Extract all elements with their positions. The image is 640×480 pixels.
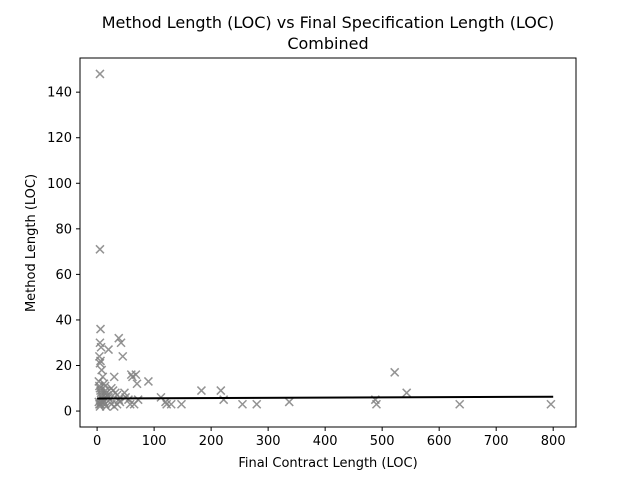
x-tick-label: 800 [541, 434, 566, 449]
data-point [132, 379, 142, 389]
x-tick-label: 200 [199, 434, 224, 449]
data-point [95, 356, 106, 366]
data-point [455, 399, 465, 409]
trend-line [97, 395, 554, 400]
data-point [125, 399, 135, 409]
data-point [252, 399, 262, 409]
data-point [118, 351, 128, 361]
x-tick-label: 700 [484, 434, 509, 449]
data-point [131, 370, 141, 380]
data-point [129, 399, 139, 409]
x-tick-label: 300 [256, 434, 281, 449]
y-tick-label: 0 [64, 405, 72, 420]
data-point [116, 338, 126, 348]
data-point [160, 397, 171, 407]
data-point [284, 397, 294, 407]
data-point [371, 399, 381, 409]
data-point [546, 399, 556, 409]
data-point [114, 333, 124, 343]
data-point [237, 399, 248, 409]
data-point [196, 386, 206, 396]
data-point [143, 376, 153, 386]
data-point [112, 399, 122, 409]
data-point [166, 399, 176, 409]
y-tick-label: 20 [55, 359, 72, 374]
x-tick-label: 100 [142, 434, 167, 449]
data-point [216, 386, 226, 396]
x-tick-label: 500 [370, 434, 395, 449]
x-axis-ticks: 0 100 200 300 400 500 600 700 800 [93, 427, 566, 449]
plot-frame [79, 57, 577, 428]
y-axis-ticks: 0 20 40 60 80 100 120 140 [47, 86, 80, 420]
y-tick-label: 100 [47, 177, 72, 192]
data-point [103, 345, 114, 355]
data-point [95, 69, 105, 79]
x-axis-label: Final Contract Length (LOC) [238, 456, 417, 471]
x-tick-label: 600 [427, 434, 452, 449]
x-tick-label: 0 [93, 434, 101, 449]
data-point [402, 388, 412, 398]
x-tick-label: 400 [313, 434, 338, 449]
data-point [101, 401, 111, 412]
chart-title: Method Length (LOC) vs Final Specificati… [102, 13, 555, 32]
data-point [390, 367, 400, 377]
y-tick-label: 140 [47, 86, 72, 101]
y-tick-label: 80 [55, 222, 72, 237]
y-tick-label: 120 [47, 131, 72, 146]
data-point [109, 372, 119, 382]
data-point [95, 358, 105, 368]
trend-line-group [97, 395, 554, 400]
data-point [95, 244, 105, 254]
y-axis-label: Method Length (LOC) [24, 174, 39, 312]
data-point [99, 379, 109, 389]
data-point [219, 395, 229, 405]
y-tick-label: 40 [55, 313, 72, 328]
data-point [96, 342, 106, 352]
data-point [95, 324, 106, 334]
data-point [176, 399, 187, 409]
chart-subtitle: Combined [287, 34, 368, 53]
y-tick-label: 60 [55, 268, 72, 283]
